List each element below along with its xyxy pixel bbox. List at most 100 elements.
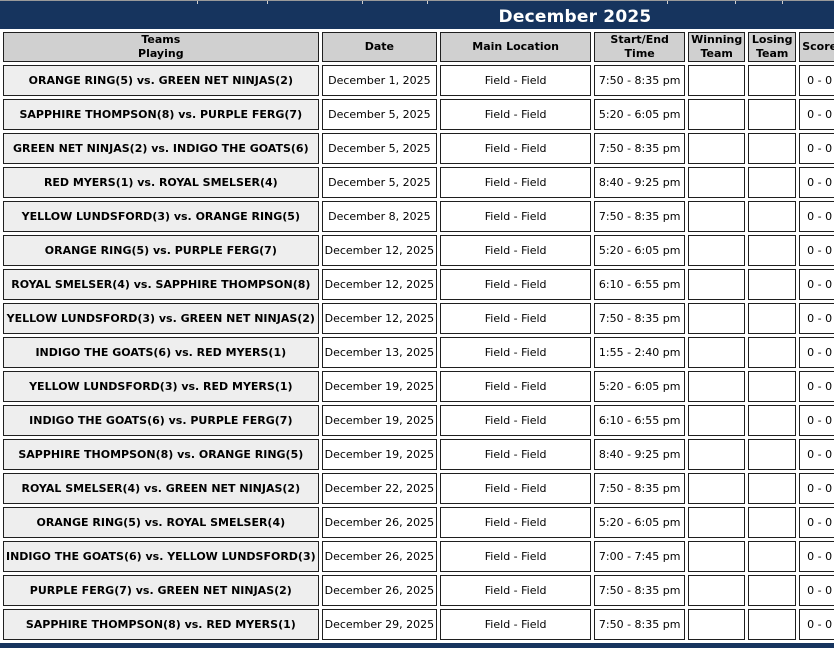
teams-playing-cell: INDIGO THE GOATS(6) vs. YELLOW LUNDSFORD… (3, 541, 319, 572)
losing-team-cell (748, 575, 797, 606)
score-cell: 0 - 0 (799, 99, 834, 130)
table-divider-tick (735, 1, 736, 4)
date-cell: December 22, 2025 (321, 473, 438, 504)
column-header-score: Score (799, 32, 834, 62)
table-divider-tick (362, 1, 363, 4)
table-divider-tick (427, 1, 428, 4)
game-row: INDIGO THE GOATS(6) vs. YELLOW LUNDSFORD… (3, 541, 834, 572)
score-cell: 0 - 0 (799, 507, 834, 538)
main-location-cell: Field - Field (440, 609, 592, 640)
game-row: ORANGE RING(5) vs. GREEN NET NINJAS(2) D… (3, 65, 834, 96)
date-cell: December 12, 2025 (321, 303, 438, 334)
date-cell: December 12, 2025 (321, 269, 438, 300)
losing-team-cell (748, 541, 797, 572)
winning-team-cell (688, 303, 746, 334)
winning-team-cell (688, 439, 746, 470)
winning-team-cell (688, 269, 746, 300)
date-cell: December 5, 2025 (321, 133, 438, 164)
score-cell: 0 - 0 (799, 65, 834, 96)
header-row: Teams Playing Date Main Location Start/E… (3, 32, 834, 62)
start-end-time-cell: 6:10 - 6:55 pm (594, 405, 686, 436)
month-title-bar: December 2025 (0, 4, 834, 29)
date-cell: December 26, 2025 (321, 541, 438, 572)
winning-team-cell (688, 337, 746, 368)
losing-team-cell (748, 439, 797, 470)
schedule-table: Teams Playing Date Main Location Start/E… (0, 29, 834, 643)
game-row: ORANGE RING(5) vs. ROYAL SMELSER(4) Dece… (3, 507, 834, 538)
teams-playing-cell: SAPPHIRE THOMPSON(8) vs. ORANGE RING(5) (3, 439, 319, 470)
start-end-time-cell: 7:50 - 8:35 pm (594, 575, 686, 606)
score-cell: 0 - 0 (799, 439, 834, 470)
teams-playing-cell: YELLOW LUNDSFORD(3) vs. ORANGE RING(5) (3, 201, 319, 232)
game-row: ROYAL SMELSER(4) vs. SAPPHIRE THOMPSON(8… (3, 269, 834, 300)
losing-team-cell (748, 609, 797, 640)
teams-playing-cell: SAPPHIRE THOMPSON(8) vs. PURPLE FERG(7) (3, 99, 319, 130)
date-cell: December 19, 2025 (321, 371, 438, 402)
losing-team-cell (748, 65, 797, 96)
main-location-cell: Field - Field (440, 405, 592, 436)
losing-team-cell (748, 337, 797, 368)
game-row: RED MYERS(1) vs. ROYAL SMELSER(4) Decemb… (3, 167, 834, 198)
table-divider-tick (782, 1, 783, 4)
winning-team-cell (688, 473, 746, 504)
date-cell: December 29, 2025 (321, 609, 438, 640)
winning-team-cell (688, 575, 746, 606)
next-month-table-edge (0, 643, 834, 648)
start-end-time-cell: 7:00 - 7:45 pm (594, 541, 686, 572)
game-row: YELLOW LUNDSFORD(3) vs. RED MYERS(1) Dec… (3, 371, 834, 402)
game-row: SAPPHIRE THOMPSON(8) vs. ORANGE RING(5) … (3, 439, 834, 470)
losing-team-cell (748, 201, 797, 232)
winning-team-cell (688, 541, 746, 572)
main-location-cell: Field - Field (440, 201, 592, 232)
start-end-time-cell: 5:20 - 6:05 pm (594, 507, 686, 538)
main-location-cell: Field - Field (440, 507, 592, 538)
main-location-cell: Field - Field (440, 337, 592, 368)
losing-team-cell (748, 235, 797, 266)
table-divider-tick (267, 1, 268, 4)
teams-playing-cell: YELLOW LUNDSFORD(3) vs. RED MYERS(1) (3, 371, 319, 402)
column-header-main-location: Main Location (440, 32, 592, 62)
month-title: December 2025 (498, 6, 652, 27)
game-row: SAPPHIRE THOMPSON(8) vs. RED MYERS(1) De… (3, 609, 834, 640)
losing-team-cell (748, 133, 797, 164)
teams-playing-cell: YELLOW LUNDSFORD(3) vs. GREEN NET NINJAS… (3, 303, 319, 334)
previous-month-table-edge (0, 0, 834, 4)
column-header-start-end-time: Start/End Time (594, 32, 686, 62)
score-cell: 0 - 0 (799, 133, 834, 164)
game-row: YELLOW LUNDSFORD(3) vs. ORANGE RING(5) D… (3, 201, 834, 232)
losing-team-cell (748, 473, 797, 504)
game-row: ORANGE RING(5) vs. PURPLE FERG(7) Decemb… (3, 235, 834, 266)
teams-playing-cell: GREEN NET NINJAS(2) vs. INDIGO THE GOATS… (3, 133, 319, 164)
losing-team-cell (748, 303, 797, 334)
losing-team-cell (748, 507, 797, 538)
score-cell: 0 - 0 (799, 575, 834, 606)
start-end-time-cell: 7:50 - 8:35 pm (594, 133, 686, 164)
start-end-time-cell: 5:20 - 6:05 pm (594, 371, 686, 402)
winning-team-cell (688, 65, 746, 96)
column-header-losing-team: Losing Team (748, 32, 797, 62)
game-row: ROYAL SMELSER(4) vs. GREEN NET NINJAS(2)… (3, 473, 834, 504)
winning-team-cell (688, 609, 746, 640)
teams-playing-cell: RED MYERS(1) vs. ROYAL SMELSER(4) (3, 167, 319, 198)
score-cell: 0 - 0 (799, 303, 834, 334)
teams-playing-cell: SAPPHIRE THOMPSON(8) vs. RED MYERS(1) (3, 609, 319, 640)
date-cell: December 1, 2025 (321, 65, 438, 96)
winning-team-cell (688, 235, 746, 266)
teams-playing-cell: ORANGE RING(5) vs. PURPLE FERG(7) (3, 235, 319, 266)
column-header-winning-team: Winning Team (688, 32, 746, 62)
score-cell: 0 - 0 (799, 609, 834, 640)
main-location-cell: Field - Field (440, 473, 592, 504)
score-cell: 0 - 0 (799, 269, 834, 300)
losing-team-cell (748, 167, 797, 198)
date-cell: December 19, 2025 (321, 405, 438, 436)
main-location-cell: Field - Field (440, 575, 592, 606)
start-end-time-cell: 8:40 - 9:25 pm (594, 167, 686, 198)
date-cell: December 5, 2025 (321, 167, 438, 198)
start-end-time-cell: 5:20 - 6:05 pm (594, 235, 686, 266)
start-end-time-cell: 6:10 - 6:55 pm (594, 269, 686, 300)
score-cell: 0 - 0 (799, 235, 834, 266)
losing-team-cell (748, 371, 797, 402)
score-cell: 0 - 0 (799, 405, 834, 436)
teams-playing-cell: ORANGE RING(5) vs. GREEN NET NINJAS(2) (3, 65, 319, 96)
